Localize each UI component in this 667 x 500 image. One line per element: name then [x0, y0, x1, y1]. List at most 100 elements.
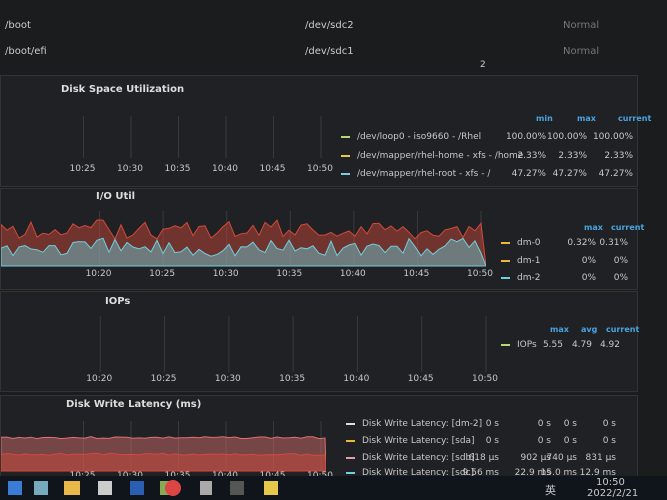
legend-value: 0.32%: [567, 238, 596, 248]
legend-value: 0%: [613, 256, 628, 266]
x-tick-label: 10:35: [164, 164, 191, 174]
taskbar-icons: [8, 480, 278, 496]
legend-value: 4.79: [571, 340, 592, 350]
legend-value: 0 s: [485, 419, 499, 429]
series-line: [1, 219, 486, 267]
legend-name[interactable]: dm-1: [517, 256, 541, 266]
panel-title[interactable]: I/O Util: [96, 191, 136, 202]
panel: IOPs 10:20 10:25 10:30 10:35 10:40 10:45 10:50 m…: [0, 291, 640, 392]
legend-value: 47.27%: [552, 169, 587, 179]
chart-area: [1, 421, 326, 472]
series-line: [1, 452, 326, 472]
panel: Disk Write Latency (ms)10:2510:3010:3510…: [0, 395, 638, 481]
legend-name[interactable]: Disk Write Latency: [sdc]: [362, 468, 474, 478]
legend-name[interactable]: dm-2: [517, 273, 541, 283]
chart-area: [99, 316, 487, 372]
legend-value: 0 s: [563, 436, 577, 446]
legend-value: 0 s: [537, 419, 551, 429]
legend-swatch: [341, 155, 350, 157]
x-tick-label: 10:20: [85, 269, 112, 279]
panel: Disk Space Utilization 10:25 10:30 10:35 10:…: [0, 75, 651, 187]
x-tick-label: 10:50: [467, 269, 493, 279]
legend-header[interactable]: current: [618, 114, 652, 123]
legend-swatch: [341, 136, 350, 138]
x-tick-label: 10:45: [407, 374, 434, 384]
table-cell: /dev/sdc2: [305, 20, 354, 31]
panel-title[interactable]: IOPs: [105, 296, 131, 307]
chart-area: [1, 211, 486, 267]
legend-name[interactable]: /dev/mapper/rhel-root - xfs - /: [357, 169, 491, 179]
panel-title[interactable]: Disk Space Utilization: [61, 84, 185, 95]
legend-swatch: [346, 423, 355, 425]
clock-time[interactable]: 10:50: [596, 477, 625, 488]
legend-header[interactable]: max: [577, 114, 596, 123]
table-cell: /boot/efi: [5, 46, 47, 57]
legend-swatch: [501, 242, 510, 244]
legend-name[interactable]: IOPs: [517, 340, 537, 350]
legend-swatch: [501, 344, 510, 346]
panel-title[interactable]: Disk Write Latency (ms): [66, 399, 202, 410]
x-tick-label: 10:25: [150, 374, 177, 384]
x-tick-label: 10:45: [403, 269, 430, 279]
legend-value: 2.33%: [517, 151, 546, 161]
legend-value: 0.31%: [599, 238, 628, 248]
x-tick-label: 10:50: [472, 374, 498, 384]
x-tick-label: 10:30: [214, 374, 241, 384]
clock-date[interactable]: 2022/2/21: [587, 488, 639, 499]
taskbar: 英 10:50 2022/2/21: [0, 476, 667, 500]
legend-value: 0%: [613, 273, 628, 283]
legend-value: 0 s: [537, 436, 551, 446]
legend-name[interactable]: /dev/mapper/rhel-home - xfs - /home: [357, 151, 524, 161]
legend-value: 47.27%: [511, 169, 546, 179]
chart-area: [83, 116, 322, 158]
x-tick-label: 10:45: [259, 164, 286, 174]
legend-header[interactable]: avg: [581, 325, 598, 334]
legend-swatch: [346, 472, 355, 474]
x-tick-label: 10:40: [343, 374, 370, 384]
legend-swatch: [346, 440, 355, 442]
table-cell: /boot: [5, 20, 31, 31]
legend-name[interactable]: /dev/loop0 - iso9660 - /Rhel: [357, 132, 482, 142]
legend-swatch: [501, 260, 510, 262]
legend-header[interactable]: max: [550, 325, 569, 334]
series-line: [1, 237, 486, 267]
legend-name[interactable]: Disk Write Latency: [sda]: [362, 436, 475, 446]
legend-value: 9.56 ms: [462, 468, 499, 478]
legend-value: 15.0 ms: [540, 468, 577, 478]
legend-value: 100.00%: [546, 132, 587, 142]
legend-value: 0%: [581, 256, 596, 266]
legend-value: 0 s: [485, 436, 499, 446]
legend-value: 902 µs: [520, 453, 551, 463]
legend-value: 0 s: [602, 436, 616, 446]
legend-name[interactable]: Disk Write Latency: [sdb]: [362, 453, 475, 463]
legend-header[interactable]: max: [584, 223, 603, 232]
x-tick-label: 10:50: [307, 164, 333, 174]
legend-value: 100.00%: [592, 132, 633, 142]
legend-name[interactable]: dm-0: [517, 238, 541, 248]
x-tick-label: 10:30: [212, 269, 239, 279]
x-tick-label: 10:20: [86, 374, 113, 384]
table-cell: Normal: [563, 46, 600, 57]
ime-indicator[interactable]: 英: [545, 484, 556, 497]
legend-swatch: [501, 277, 510, 279]
legend-value: 12.9 ms: [579, 468, 616, 478]
legend-header[interactable]: current: [611, 223, 645, 232]
legend-header[interactable]: current: [606, 325, 640, 334]
legend-value: 0%: [581, 273, 596, 283]
x-tick-label: 10:25: [149, 269, 176, 279]
legend-name[interactable]: Disk Write Latency: [dm-2]: [362, 419, 483, 429]
legend-value: 4.92: [599, 340, 620, 350]
legend-value: 0 s: [602, 419, 616, 429]
legend-value: 22.9 ms: [514, 468, 551, 478]
x-tick-label: 10:40: [212, 164, 238, 174]
x-tick-label: 10:35: [276, 269, 303, 279]
legend-header[interactable]: min: [536, 114, 553, 123]
legend-value: 2.33%: [604, 151, 633, 161]
legend-value: 100.00%: [505, 132, 546, 142]
legend-value: 2.33%: [558, 151, 587, 161]
legend-value: 831 µs: [585, 453, 616, 463]
table-cell: /dev/sdc1: [305, 46, 354, 57]
x-tick-label: 10:40: [339, 269, 366, 279]
x-tick-label: 10:30: [117, 164, 143, 174]
